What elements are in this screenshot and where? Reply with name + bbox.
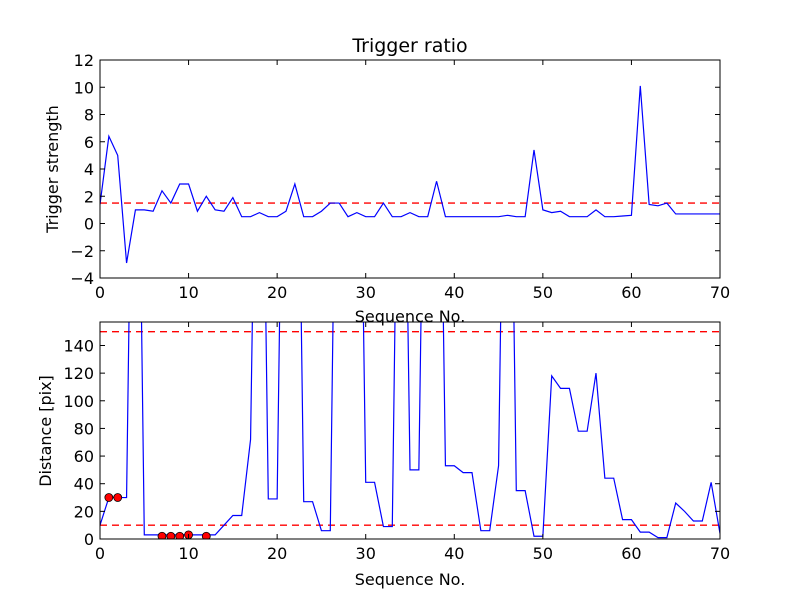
plot-frame <box>99 321 721 540</box>
y-tick-label: 8 <box>84 106 94 125</box>
x-tick-label: 10 <box>178 544 198 563</box>
x-tick-label: 20 <box>267 283 287 302</box>
x-tick-label: 40 <box>444 283 464 302</box>
y-tick-label: 6 <box>84 133 94 152</box>
plot-marks <box>100 85 720 264</box>
y-tick-label: 100 <box>63 392 94 411</box>
y-tick-label: 12 <box>74 51 94 70</box>
data-point <box>104 493 114 502</box>
plot-marks <box>100 322 720 539</box>
x-tick-label: 0 <box>95 283 105 302</box>
data-point <box>166 531 176 539</box>
y-tick-label: 140 <box>63 336 94 355</box>
axis-ticks: 0 10 20 30 40 50 60 70 −4 −2 0 2 4 6 8 10 12 <box>70 51 730 302</box>
y-tick-label: 0 <box>84 215 94 234</box>
data-point <box>157 531 167 539</box>
x-tick-label: 70 <box>710 544 730 563</box>
plot-frame <box>99 59 721 279</box>
x-tick-label: 50 <box>533 283 553 302</box>
y-tick-label: 20 <box>74 502 94 521</box>
x-tick-label: 60 <box>621 544 641 563</box>
clipped-marks <box>100 85 720 264</box>
x-tick-label: 0 <box>95 544 105 563</box>
y-tick-label: 60 <box>74 447 94 466</box>
chart-title: Trigger ratio <box>351 35 467 57</box>
clipped-marks <box>100 322 720 539</box>
x-tick-label: 30 <box>356 544 376 563</box>
y-tick-label: 0 <box>84 530 94 549</box>
x-axis-label: Sequence No. <box>355 570 466 589</box>
y-tick-label: 40 <box>74 475 94 494</box>
x-tick-label: 20 <box>267 544 287 563</box>
x-tick-label: 50 <box>533 544 553 563</box>
y-axis-label: Trigger strength <box>43 105 62 234</box>
trigger-ratio-chart: Trigger ratio Sequence No. Trigger stren… <box>43 35 730 326</box>
y-tick-label: 4 <box>84 160 94 179</box>
y-axis-label: Distance [pix] <box>36 375 55 487</box>
x-tick-label: 40 <box>444 544 464 563</box>
series-line <box>100 85 720 264</box>
distance-chart: Sequence No. Distance [pix] 0 10 20 30 40 50 6… <box>36 321 730 589</box>
data-point <box>175 531 185 539</box>
y-tick-label: −2 <box>70 242 94 261</box>
y-tick-label: 120 <box>63 364 94 383</box>
data-point <box>113 493 123 502</box>
series-line <box>100 322 720 539</box>
x-axis-label: Sequence No. <box>355 307 466 326</box>
x-tick-label: 60 <box>621 283 641 302</box>
y-tick-label: 80 <box>74 419 94 438</box>
y-tick-label: 2 <box>84 187 94 206</box>
y-tick-label: −4 <box>70 269 94 288</box>
y-tick-label: 10 <box>74 78 94 97</box>
axis-ticks: 0 10 20 30 40 50 60 70 0 20 40 60 80 100 120 140 <box>63 322 730 563</box>
x-tick-label: 10 <box>178 283 198 302</box>
data-point <box>201 531 211 539</box>
x-tick-label: 70 <box>710 283 730 302</box>
x-tick-label: 30 <box>356 283 376 302</box>
